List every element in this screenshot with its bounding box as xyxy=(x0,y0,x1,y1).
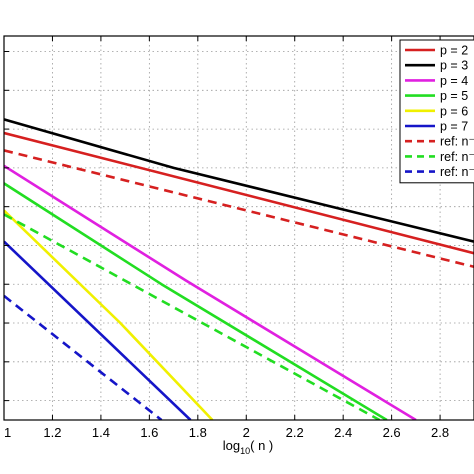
series-line-3 xyxy=(4,164,417,420)
legend-label: p = 2 xyxy=(440,44,468,58)
grid xyxy=(3,36,474,420)
x-tick-label: 2.4 xyxy=(334,425,352,440)
x-tick-label: 1.8 xyxy=(189,425,207,440)
legend-label: p = 3 xyxy=(440,59,468,73)
x-tick-label: 1 xyxy=(4,425,11,440)
x-tick-label: 1.4 xyxy=(92,425,110,440)
legend-label: p = 4 xyxy=(440,74,468,88)
x-tick-label: 2 xyxy=(243,425,250,440)
legend-label: p = 7 xyxy=(440,120,468,134)
series-line-5 xyxy=(4,209,214,420)
x-tick-label: 2.8 xyxy=(431,425,449,440)
legend-label: ref: n⁻ xyxy=(440,165,474,179)
series-layer xyxy=(4,118,474,420)
series-line-8 xyxy=(4,213,381,420)
series-line-1 xyxy=(4,131,474,255)
x-tick-labels: 1 1.2 1.4 1.6 1.8 2 2.2 2.4 2.6 2.8 xyxy=(4,425,449,440)
series-line-7 xyxy=(4,149,474,269)
x-tick-label: 1.2 xyxy=(43,425,61,440)
plot-frame xyxy=(3,35,474,421)
legend-label: ref: n⁻ xyxy=(440,150,474,164)
x-axis-label: log10( n ) xyxy=(223,438,274,456)
x-axis-label-subscript: 10 xyxy=(240,446,250,456)
x-tick-label: 2.6 xyxy=(383,425,401,440)
x-axis-label-main: log xyxy=(223,438,240,453)
x-tick-label: 2.2 xyxy=(286,425,304,440)
legend-label: p = 5 xyxy=(440,89,468,103)
series-line-6 xyxy=(4,240,192,420)
legend-label: p = 6 xyxy=(440,104,468,118)
legend-label: ref: n⁻ xyxy=(440,135,474,149)
x-tick-label: 1.6 xyxy=(140,425,158,440)
series-line-4 xyxy=(4,182,388,420)
axes xyxy=(3,35,474,421)
x-axis-label-rest: ( n ) xyxy=(250,438,273,453)
series-line-2 xyxy=(4,118,474,243)
series-line-9 xyxy=(4,294,163,420)
